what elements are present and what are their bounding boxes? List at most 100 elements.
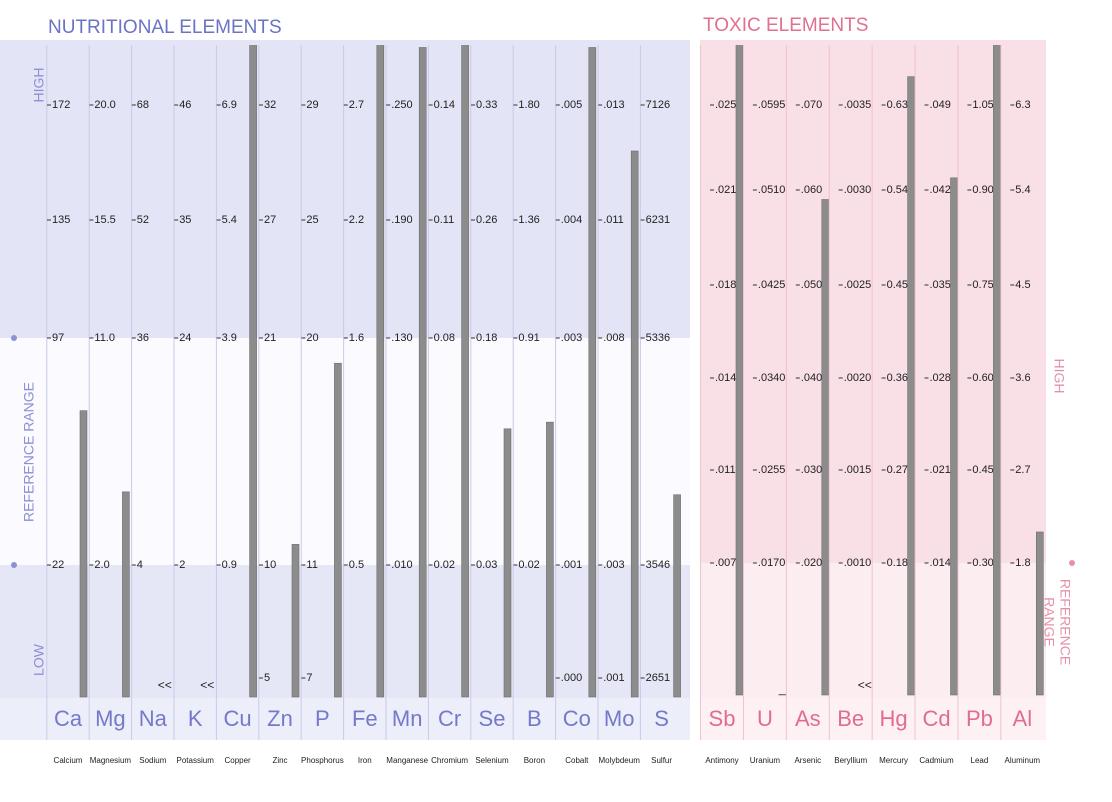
tick-label: 22 [52,559,64,571]
tick-label: .007 [715,557,736,569]
category-symbol: Sb [709,706,736,731]
bar [1036,531,1044,696]
side-label: HIGH [1051,359,1067,394]
tick-label: 27 [264,214,276,226]
tick-label: .0340 [758,372,786,384]
tick-label: 6.9 [222,99,237,111]
tick-label: 0.45 [887,279,908,291]
bar [122,491,130,698]
bar [735,45,744,696]
category-symbol: Cd [922,706,950,731]
tick-label: .0170 [758,557,786,569]
tick-label: .050 [801,279,822,291]
tick-label: .0255 [758,464,786,476]
category-symbol: Ca [54,706,83,731]
tick-label: 0.36 [887,372,908,384]
tick-label: .008 [603,332,624,344]
tick-label: 3546 [646,559,670,571]
category-symbol: K [188,706,203,731]
category-symbol: As [795,706,821,731]
bar [778,693,787,696]
tick-label: .003 [603,559,624,571]
tick-label: 46 [179,99,191,111]
tick-label: 24 [179,332,191,344]
tick-label: .005 [561,99,582,111]
tick-label: 68 [137,99,149,111]
tick-label: 52 [137,214,149,226]
tick-label: 0.30 [972,557,993,569]
tick-label: 2.7 [1015,464,1030,476]
category-name: Aluminum [1005,756,1041,765]
tick-label: .011 [715,464,736,476]
value-label: << [200,678,214,692]
range-dot [11,335,17,341]
tick-label: 10 [264,559,276,571]
panel-title: NUTRITIONAL ELEMENTS [48,17,282,38]
value-label: << [858,678,872,692]
tick-label: .014 [715,372,736,384]
category-name: Zinc [272,756,287,765]
category-symbol: Mg [95,706,126,731]
tick-label: .025 [715,99,736,111]
tick-label: .014 [930,557,951,569]
bar [503,428,512,698]
bar [950,177,958,696]
bar [821,199,830,696]
tick-label: 97 [52,332,64,344]
tick-label: 32 [264,99,276,111]
bar [291,544,300,698]
tick-label: .004 [561,214,582,226]
category-name: Antimony [705,756,738,765]
tick-label: 0.63 [887,99,908,111]
tick-label: 0.03 [476,559,497,571]
tick-label: 0.27 [887,464,908,476]
tick-label: 21 [264,332,276,344]
tick-label: 3.9 [222,332,237,344]
tick-label: 0.5 [349,559,364,571]
reference-zone [0,338,690,565]
category-symbol: Zn [267,706,293,731]
tick-label: 7126 [646,99,670,111]
tick-label: 0.08 [434,332,455,344]
side-label: HIGH [31,68,47,103]
tick-label: 5.4 [222,214,237,226]
category-symbol: Na [139,706,168,731]
tick-label: 36 [137,332,149,344]
bar [907,76,915,696]
bar [79,410,88,698]
tick-label: 0.18 [476,332,497,344]
tick-label: 35 [179,214,191,226]
tick-label: 7 [306,672,312,684]
bar [249,45,257,698]
low-zone [0,565,690,698]
tick-label: 135 [52,214,70,226]
side-label: REFERENCE [1057,579,1073,665]
tick-label: 2.2 [349,214,364,226]
tick-label: 15.5 [94,214,115,226]
tick-label: 0.02 [518,559,539,571]
tick-label: .040 [801,372,822,384]
tick-label: .018 [715,279,736,291]
tick-label: 0.91 [518,332,539,344]
bar [588,47,597,698]
category-symbol: Mo [604,706,635,731]
tick-label: .000 [561,672,582,684]
tick-label: 0.60 [972,372,993,384]
category-name: Potassium [177,756,215,765]
tick-label: .190 [391,214,412,226]
tick-label: 1.05 [972,99,993,111]
tick-label: .035 [930,279,951,291]
tick-label: 20.0 [94,99,115,111]
category-name: Boron [524,756,545,765]
category-symbol: Hg [880,706,908,731]
tick-label: .060 [801,184,822,196]
category-name: Uranium [750,756,781,765]
category-symbol: U [757,706,773,731]
category-symbol: Co [563,706,591,731]
tick-label: .021 [715,184,736,196]
category-name: Manganese [386,756,428,765]
tick-label: 5 [264,672,270,684]
tick-label: 0.90 [972,184,993,196]
category-symbol: B [527,706,542,731]
category-name: Lead [971,756,989,765]
